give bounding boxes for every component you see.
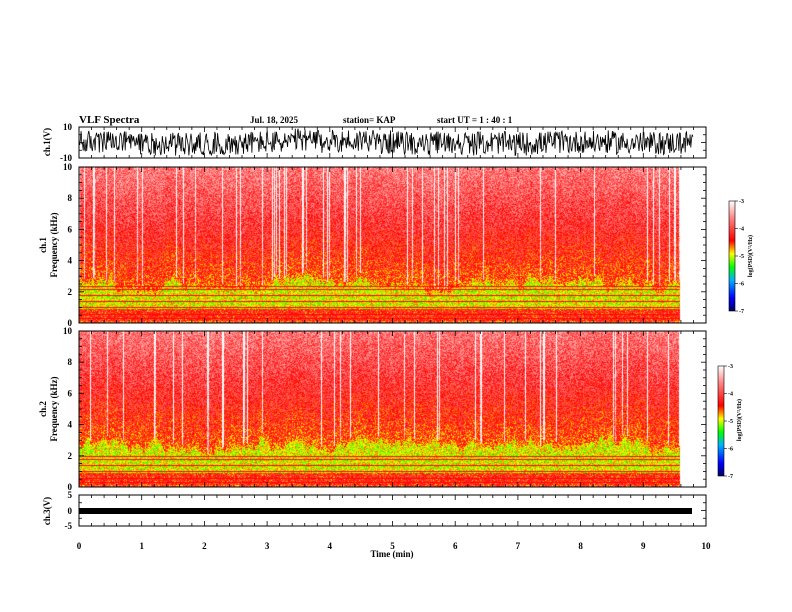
ch2-spectrogram-ytick-labels: 0 2 4 6 8 10 <box>63 326 73 492</box>
colorbar-tick-label: -7 <box>728 474 733 480</box>
time-tick-label: 7 <box>516 541 521 551</box>
time-tick-label: 6 <box>453 541 458 551</box>
figure-title: VLF Spectra <box>79 114 140 126</box>
freq-tick-label: 10 <box>63 326 73 336</box>
colorbar-tick-label: -4 <box>728 392 733 398</box>
ch1-waveform-ylabel: ch.1(V) <box>42 128 52 156</box>
ch1-spectrogram-panel: 0 2 4 6 8 10 ch.1 Frequency (kHz) <box>38 162 707 328</box>
colorbar-tick-label: -4 <box>739 227 744 233</box>
ch2-spectrogram-panel: 0 2 4 6 8 10 ch.2 Frequency (kHz) <box>38 326 707 492</box>
ch1-ytick-bottom: -10 <box>60 153 72 163</box>
ch2-spectrogram-ticks <box>78 330 707 488</box>
ch3-ytick-top: 5 <box>68 490 73 500</box>
freq-tick-label: 0 <box>68 482 73 492</box>
time-axis-label: Time (min) <box>370 549 413 559</box>
station-label: station= KAP <box>343 115 396 125</box>
time-tick-label: 10 <box>702 541 712 551</box>
ch2-colorbar-label: log(PSD)(V²/Hz) <box>736 399 743 441</box>
ch1-spectrogram-ylabel-channel: ch.1 <box>38 237 48 253</box>
colorbar-tick-label: -3 <box>728 364 733 370</box>
ch1-colorbar-ticks: -3 -4 -5 -6 -7 <box>735 199 744 315</box>
freq-tick-label: 8 <box>68 193 73 203</box>
ch2-spectrogram-ylabel-frequency: Frequency (kHz) <box>49 376 59 441</box>
ch1-waveform-panel: 10 -10 ch.1(V) <box>42 122 707 163</box>
time-tick-label: 0 <box>77 541 82 551</box>
freq-tick-label: 0 <box>68 318 73 328</box>
colorbar-tick-label: -3 <box>739 199 744 205</box>
freq-tick-label: 10 <box>63 162 73 172</box>
ch3-waveform-ylabel: ch.3(V) <box>42 497 52 525</box>
freq-tick-label: 6 <box>68 224 73 234</box>
ch1-colorbar-label: log(PSD)(V²/Hz) <box>747 235 754 277</box>
ch1-waveform-trace <box>78 128 694 157</box>
ch3-waveform-xticks <box>78 494 707 527</box>
colorbar-tick-label: -5 <box>739 254 744 260</box>
start-time-label: start UT = 1 : 40 : 1 <box>437 115 513 125</box>
colorbar-tick-label: -6 <box>728 447 733 453</box>
freq-tick-label: 6 <box>68 388 73 398</box>
ch1-spectrogram-ylabel-frequency: Frequency (kHz) <box>49 212 59 277</box>
freq-tick-label: 2 <box>68 287 73 297</box>
ch1-colorbar-scale <box>728 200 736 312</box>
freq-tick-label: 2 <box>68 451 73 461</box>
ch3-ytick-middle: 0 <box>68 506 73 516</box>
colorbar-tick-label: -7 <box>739 309 744 315</box>
colorbar-tick-label: -6 <box>739 282 744 288</box>
ch2-spectrogram-image <box>79 331 692 487</box>
freq-tick-label: 4 <box>68 256 73 266</box>
ch2-colorbar-ticks: -3 -4 -5 -6 -7 <box>724 364 733 480</box>
ch1-colorbar: -3 -4 -5 -6 -7 log(PSD)(V²/Hz) <box>728 199 754 315</box>
time-axis-tick-labels: 0 1 2 3 4 5 6 7 8 9 10 <box>77 541 711 551</box>
date-label: Jul. 18, 2025 <box>250 115 299 125</box>
time-tick-label: 9 <box>641 541 646 551</box>
time-tick-label: 8 <box>578 541 583 551</box>
time-tick-label: 5 <box>390 541 395 551</box>
ch3-ytick-bottom: -5 <box>65 521 73 531</box>
ch2-colorbar-scale <box>717 365 725 477</box>
freq-tick-label: 4 <box>68 420 73 430</box>
time-tick-label: 2 <box>202 541 207 551</box>
ch3-waveform-panel: 5 0 -5 ch.3(V) <box>42 490 707 531</box>
ch1-spectrogram-ticks <box>78 166 707 324</box>
time-tick-label: 3 <box>265 541 270 551</box>
ch1-spectrogram-ytick-labels: 0 2 4 6 8 10 <box>63 162 73 328</box>
ch1-ytick-top: 10 <box>63 122 73 132</box>
freq-tick-label: 8 <box>68 357 73 367</box>
ch2-colorbar: -3 -4 -5 -6 -7 log(PSD)(V²/Hz) <box>717 364 743 480</box>
ch1-waveform-xticks <box>78 126 707 159</box>
colorbar-tick-label: -5 <box>728 419 733 425</box>
ch2-spectrogram-ylabel-channel: ch.2 <box>38 401 48 417</box>
ch1-spectrogram-image <box>79 167 692 323</box>
time-tick-label: 4 <box>328 541 333 551</box>
ch3-waveform-band <box>79 508 692 514</box>
time-tick-label: 1 <box>139 541 144 551</box>
